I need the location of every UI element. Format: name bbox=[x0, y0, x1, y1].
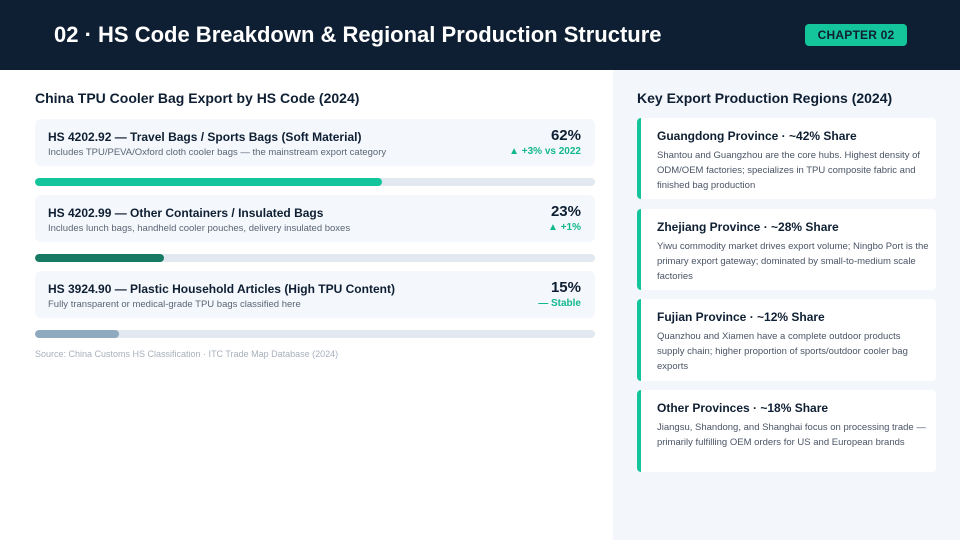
region-card-title: Zhejiang Province · ~28% Share bbox=[657, 220, 839, 234]
region-card-fujian: Fujian Province · ~12% Share Quanzhou an… bbox=[637, 299, 936, 381]
region-card-title: Fujian Province · ~12% Share bbox=[657, 310, 825, 324]
hs-card-change: ▲ +1% bbox=[548, 222, 581, 233]
hs-card-description: Includes TPU/PEVA/Oxford cloth cooler ba… bbox=[48, 147, 387, 158]
region-card-zhejiang: Zhejiang Province · ~28% Share Yiwu comm… bbox=[637, 209, 936, 290]
hs-card-change: — Stable bbox=[538, 298, 581, 309]
hs-card-4202-99: HS 4202.99 — Other Containers / Insulate… bbox=[35, 195, 595, 242]
hs-card-3924-90: HS 3924.90 — Plastic Household Articles … bbox=[35, 271, 595, 318]
hs-card-title: HS 4202.92 — Travel Bags / Sports Bags (… bbox=[48, 130, 362, 144]
region-card-other: Other Provinces · ~18% Share Jiangsu, Sh… bbox=[637, 390, 936, 472]
region-card-description: Shantou and Guangzhou are the core hubs.… bbox=[657, 150, 921, 191]
region-card-title: Other Provinces · ~18% Share bbox=[657, 401, 829, 415]
region-card-description: Quanzhou and Xiamen have a complete outd… bbox=[657, 331, 908, 372]
region-card-description: Jiangsu, Shandong, and Shanghai focus on… bbox=[657, 422, 926, 448]
share-bar-track bbox=[35, 330, 595, 338]
hs-card-title: HS 4202.99 — Other Containers / Insulate… bbox=[48, 206, 324, 220]
source-note: Source: China Customs HS Classification … bbox=[35, 349, 339, 359]
hs-card-change: ▲ +3% vs 2022 bbox=[509, 146, 581, 157]
share-bar-fill bbox=[35, 330, 119, 338]
share-bar-fill bbox=[35, 178, 383, 186]
region-card-title: Guangdong Province · ~42% Share bbox=[657, 129, 857, 143]
page-title: 02 · HS Code Breakdown & Regional Produc… bbox=[54, 22, 662, 47]
region-card-guangdong: Guangdong Province · ~42% Share Shantou … bbox=[637, 118, 936, 199]
region-card-description: Yiwu commodity market drives export volu… bbox=[657, 241, 929, 282]
header-bar: 02 · HS Code Breakdown & Regional Produc… bbox=[0, 0, 960, 70]
hs-card-title: HS 3924.90 — Plastic Household Articles … bbox=[48, 282, 395, 296]
share-bar-track bbox=[35, 254, 595, 262]
chapter-badge: CHAPTER 02 bbox=[805, 24, 907, 46]
regions-section-title: Key Export Production Regions (2024) bbox=[637, 90, 893, 106]
hs-section-title: China TPU Cooler Bag Export by HS Code (… bbox=[35, 90, 360, 106]
share-bar-fill bbox=[35, 254, 164, 262]
hs-card-4202-92: HS 4202.92 — Travel Bags / Sports Bags (… bbox=[35, 119, 595, 166]
hs-card-description: Includes lunch bags, handheld cooler pou… bbox=[48, 223, 351, 234]
hs-card-percent: 23% bbox=[550, 203, 581, 220]
hs-card-description: Fully transparent or medical-grade TPU b… bbox=[48, 299, 301, 310]
hs-card-percent: 62% bbox=[550, 127, 581, 144]
share-bar-track bbox=[35, 178, 595, 186]
hs-card-percent: 15% bbox=[550, 279, 581, 296]
